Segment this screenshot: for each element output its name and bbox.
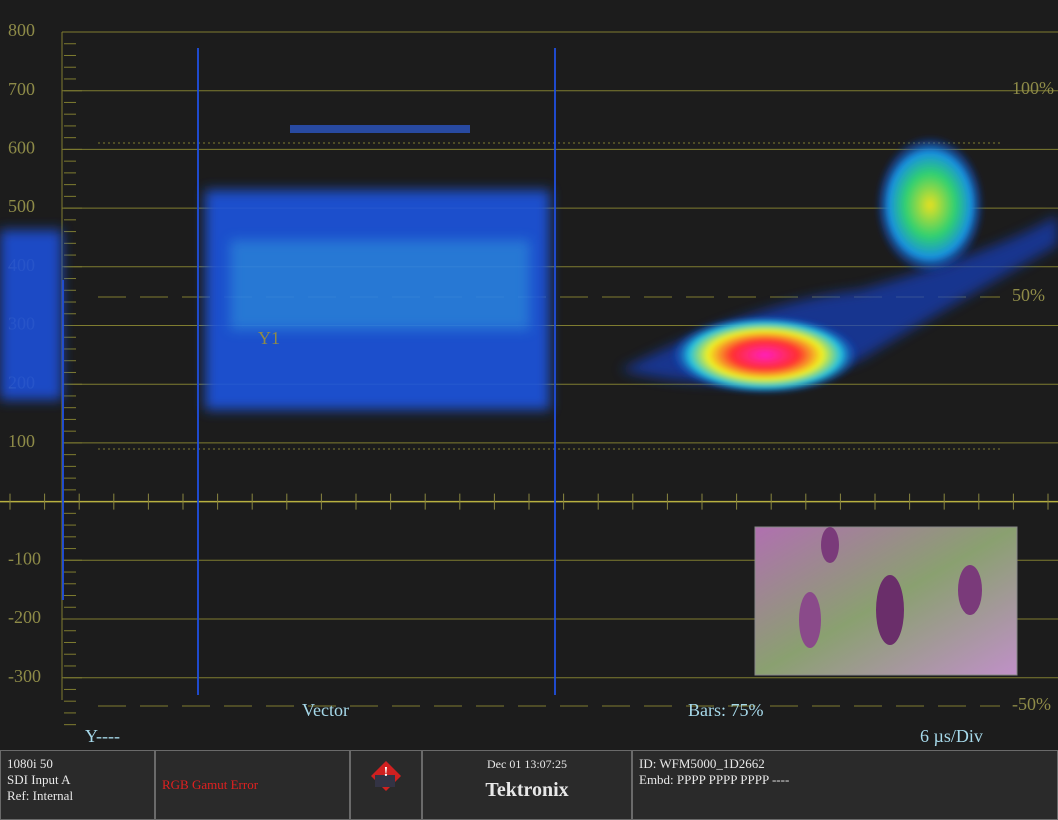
vector-label: Vector [302, 700, 349, 720]
graticule-label: 600 [8, 138, 35, 158]
sweep-label: 6 µs/Div [920, 726, 983, 746]
brand: Tektronix [485, 779, 569, 801]
vector-hotspot [670, 315, 860, 395]
graticule-label: -100 [8, 548, 41, 568]
status-bar: 1080i 50 SDI Input A Ref: Internal RGB G… [0, 750, 1058, 820]
graticule-label: 500 [8, 196, 35, 216]
trace-segment [0, 230, 62, 400]
channel-label: Y---- [85, 726, 120, 746]
waveform-trace [0, 48, 556, 695]
trace-segment [230, 240, 530, 330]
vector-hotspot [875, 135, 985, 275]
input: SDI Input A [7, 772, 71, 787]
graticule-label: -300 [8, 666, 41, 686]
alarm-icon-panel[interactable]: ! [350, 750, 422, 820]
flower [958, 565, 982, 615]
format: 1080i 50 [7, 756, 53, 771]
trace-label: Y1 [258, 328, 280, 348]
device-id: ID: WFM5000_1D2662 [639, 756, 765, 771]
graticule-label: -200 [8, 607, 41, 627]
picture-thumbnail [754, 526, 1018, 676]
waveform-display: 800700600500400300200100-100-200-300100%… [0, 20, 1058, 747]
percent-label: -50% [1012, 694, 1051, 714]
graticule-label: 700 [8, 79, 35, 99]
bars-label: Bars: 75% [688, 700, 764, 720]
alarm-panel[interactable]: RGB Gamut Error [155, 750, 350, 820]
trace-segment [290, 125, 470, 133]
vector-plot [620, 135, 1058, 395]
flower [821, 527, 839, 563]
reference: Ref: Internal [7, 788, 74, 803]
signal-panel: 1080i 50 SDI Input A Ref: Internal [0, 750, 155, 820]
id-panel: ID: WFM5000_1D2662 Embd: PPPP PPPP PPPP … [632, 750, 1058, 820]
flower [876, 575, 904, 645]
svg-text:!: ! [384, 765, 389, 780]
embedded-audio: Embd: PPPP PPPP PPPP ---- [639, 772, 790, 787]
alarm-icon[interactable]: ! [369, 759, 403, 793]
graticule-label: 800 [8, 20, 35, 40]
percent-label: 50% [1012, 285, 1045, 305]
percent-label: 100% [1012, 78, 1054, 98]
graticule-label: 100 [8, 431, 35, 451]
alarm[interactable]: RGB Gamut Error [162, 777, 259, 792]
flower [799, 592, 821, 648]
clock-panel: Dec 01 13:07:25 Tektronix [422, 750, 632, 820]
datetime: Dec 01 13:07:25 [487, 757, 567, 771]
